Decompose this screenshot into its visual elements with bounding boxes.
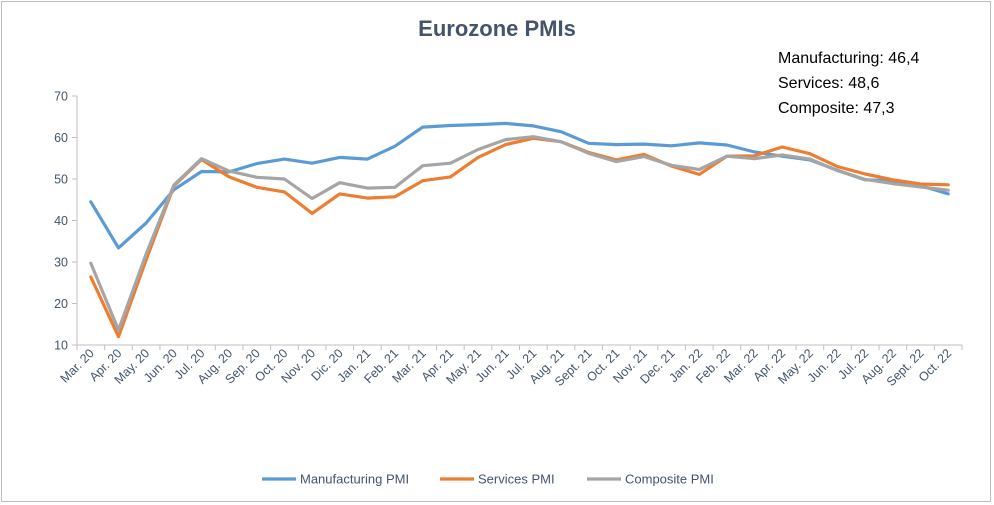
- chart-title: Eurozone PMIs: [418, 16, 576, 41]
- y-tick-label: 10: [54, 339, 68, 353]
- legend-label: Services PMI: [478, 472, 555, 487]
- series-line-composite-pmi: [89, 135, 950, 332]
- y-tick-label: 50: [54, 173, 68, 187]
- legend-label: Composite PMI: [625, 472, 714, 487]
- annotation-manufacturing: Manufacturing: 46,4: [778, 50, 920, 67]
- y-tick-label: 40: [54, 214, 68, 228]
- latest-values-annotation: Manufacturing: 46,4 Services: 48,6 Compo…: [778, 46, 919, 121]
- annotation-services: Services: 48,6: [778, 75, 880, 92]
- legend-label: Manufacturing PMI: [300, 472, 409, 487]
- y-tick-label: 20: [54, 297, 68, 311]
- y-tick-label: 70: [54, 90, 68, 104]
- series-line-services-pmi: [89, 136, 950, 339]
- annotation-composite: Composite: 47,3: [778, 100, 895, 117]
- y-tick-label: 30: [54, 256, 68, 270]
- y-tick-label: 60: [54, 131, 68, 145]
